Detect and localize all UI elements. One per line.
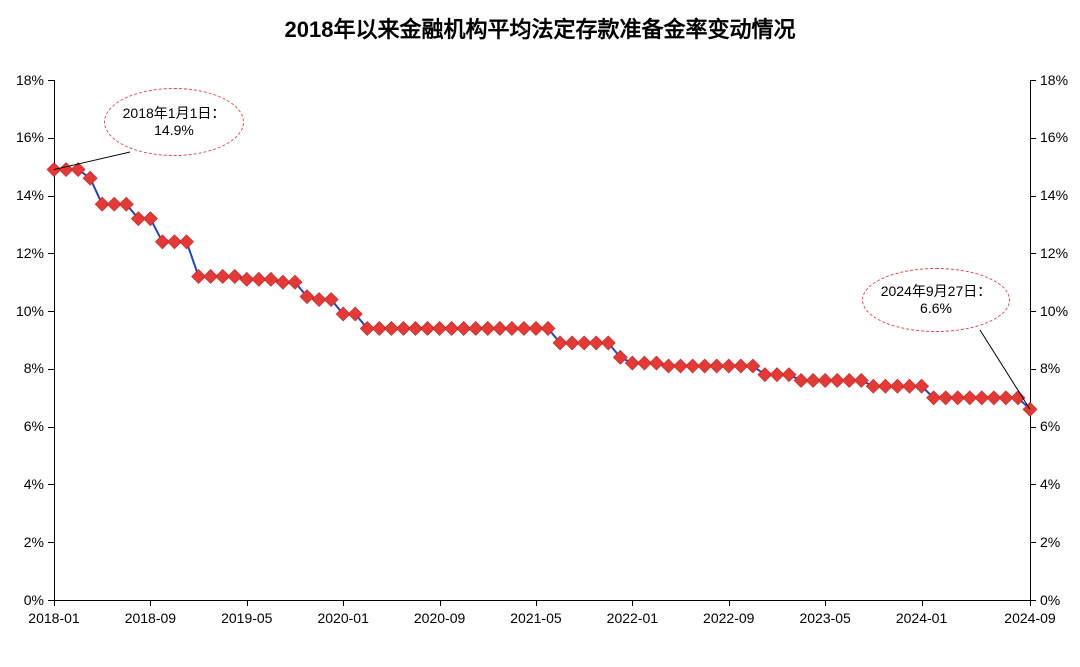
y-tick-left bbox=[48, 80, 54, 81]
annotation-end: 2024年9月27日： 6.6% bbox=[862, 268, 1010, 332]
chart-container: 2018年以来金融机构平均法定存款准备金率变动情况 2018年1月1日： 14.… bbox=[0, 0, 1080, 667]
x-label: 2018-09 bbox=[125, 610, 176, 626]
x-label: 2021-05 bbox=[510, 610, 561, 626]
y-tick-right bbox=[1030, 138, 1036, 139]
x-label: 2023-05 bbox=[799, 610, 850, 626]
y-tick-right bbox=[1030, 369, 1036, 370]
y-tick-right bbox=[1030, 311, 1036, 312]
y-tick-left bbox=[48, 542, 54, 543]
y-label-right: 6% bbox=[1040, 418, 1060, 434]
y-label-right: 8% bbox=[1040, 360, 1060, 376]
y-tick-left bbox=[48, 484, 54, 485]
y-tick-right bbox=[1030, 196, 1036, 197]
y-tick-right bbox=[1030, 253, 1036, 254]
y-label-left: 10% bbox=[16, 303, 44, 319]
x-label: 2024-09 bbox=[1004, 610, 1055, 626]
annotation-leader bbox=[980, 330, 1030, 409]
x-label: 2020-01 bbox=[317, 610, 368, 626]
y-label-left: 8% bbox=[24, 360, 44, 376]
x-tick bbox=[632, 600, 633, 606]
x-tick bbox=[1030, 600, 1031, 606]
y-label-right: 12% bbox=[1040, 245, 1068, 261]
y-tick-right bbox=[1030, 484, 1036, 485]
y-label-left: 18% bbox=[16, 72, 44, 88]
x-label: 2022-09 bbox=[703, 610, 754, 626]
x-tick bbox=[729, 600, 730, 606]
y-tick-left bbox=[48, 427, 54, 428]
x-label: 2018-01 bbox=[28, 610, 79, 626]
y-label-left: 2% bbox=[24, 534, 44, 550]
x-label: 2020-09 bbox=[414, 610, 465, 626]
y-label-right: 4% bbox=[1040, 476, 1060, 492]
x-label: 2022-01 bbox=[607, 610, 658, 626]
x-tick bbox=[825, 600, 826, 606]
x-tick bbox=[440, 600, 441, 606]
y-tick-right bbox=[1030, 80, 1036, 81]
y-label-left: 16% bbox=[16, 129, 44, 145]
y-label-left: 6% bbox=[24, 418, 44, 434]
y-tick-right bbox=[1030, 427, 1036, 428]
y-tick-left bbox=[48, 369, 54, 370]
x-tick bbox=[247, 600, 248, 606]
x-label: 2019-05 bbox=[221, 610, 272, 626]
x-label: 2024-01 bbox=[896, 610, 947, 626]
y-label-right: 2% bbox=[1040, 534, 1060, 550]
y-label-right: 0% bbox=[1040, 592, 1060, 608]
x-tick bbox=[536, 600, 537, 606]
y-label-left: 12% bbox=[16, 245, 44, 261]
annotation-start-line1: 2018年1月1日： bbox=[123, 105, 226, 123]
annotation-end-line1: 2024年9月27日： bbox=[881, 283, 992, 301]
y-tick-left bbox=[48, 311, 54, 312]
y-tick-right bbox=[1030, 542, 1036, 543]
y-label-right: 10% bbox=[1040, 303, 1068, 319]
annotation-start: 2018年1月1日： 14.9% bbox=[104, 88, 244, 156]
x-tick bbox=[150, 600, 151, 606]
y-tick-left bbox=[48, 253, 54, 254]
y-label-left: 0% bbox=[24, 592, 44, 608]
y-label-left: 4% bbox=[24, 476, 44, 492]
y-label-right: 14% bbox=[1040, 187, 1068, 203]
y-label-right: 18% bbox=[1040, 72, 1068, 88]
x-tick bbox=[343, 600, 344, 606]
annotation-start-line2: 14.9% bbox=[154, 122, 194, 140]
x-tick bbox=[54, 600, 55, 606]
annotation-leader bbox=[54, 152, 130, 170]
y-label-right: 16% bbox=[1040, 129, 1068, 145]
x-tick bbox=[922, 600, 923, 606]
annotation-end-line2: 6.6% bbox=[920, 300, 952, 318]
y-tick-left bbox=[48, 196, 54, 197]
y-tick-left bbox=[48, 138, 54, 139]
y-label-left: 14% bbox=[16, 187, 44, 203]
